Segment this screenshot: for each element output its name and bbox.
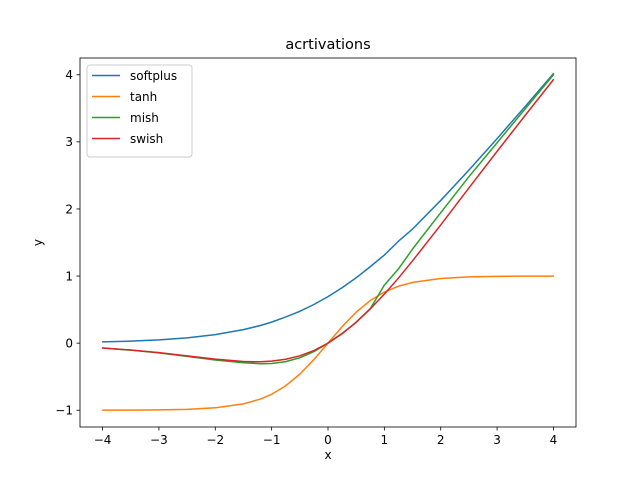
y-tick-label: 4 bbox=[65, 68, 73, 82]
x-tick-label: 4 bbox=[550, 433, 558, 447]
x-tick-label: 0 bbox=[324, 433, 332, 447]
x-tick-label: 3 bbox=[493, 433, 501, 447]
y-tick-label: 3 bbox=[65, 135, 73, 149]
x-tick-label: −2 bbox=[206, 433, 224, 447]
legend-label-softplus: softplus bbox=[130, 69, 177, 83]
y-tick-label: 1 bbox=[65, 269, 73, 283]
legend-label-swish: swish bbox=[130, 132, 163, 146]
x-tick-label: −4 bbox=[94, 433, 112, 447]
x-tick-label: 2 bbox=[437, 433, 445, 447]
x-tick-label: −1 bbox=[263, 433, 281, 447]
y-tick-label: 2 bbox=[65, 202, 73, 216]
legend: softplus tanh mish swish bbox=[86, 64, 193, 158]
x-axis-label: x bbox=[324, 448, 331, 462]
legend-label-mish: mish bbox=[130, 111, 159, 125]
y-tick-label: −1 bbox=[55, 404, 73, 418]
x-tick-label: −3 bbox=[150, 433, 168, 447]
y-axis-label: y bbox=[31, 239, 45, 246]
series-line-swish bbox=[101, 78, 555, 363]
chart-title: acrtivations bbox=[285, 37, 370, 53]
legend-box bbox=[86, 64, 193, 158]
plot-area: −4 −3 −2 −1 0 1 2 3 4 −1 0 1 2 3 4 bbox=[55, 57, 577, 447]
x-tick-label: 1 bbox=[381, 433, 389, 447]
legend-label-tanh: tanh bbox=[130, 90, 157, 104]
series-line-softplus bbox=[101, 72, 555, 343]
y-tick-label: 0 bbox=[65, 336, 73, 350]
